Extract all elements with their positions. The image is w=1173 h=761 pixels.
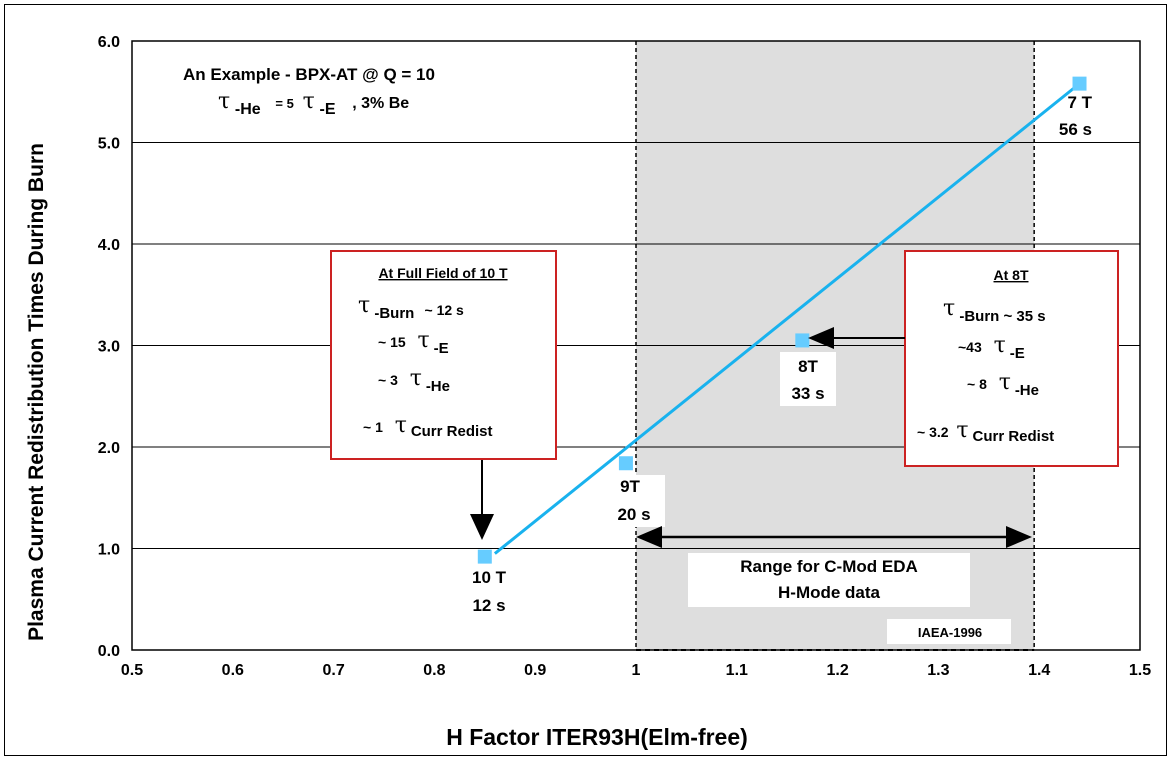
x-tick-label: 1.1 bbox=[726, 662, 748, 679]
x-tick-label: 1.4 bbox=[1028, 662, 1050, 679]
point-label-9t-time: 20 s bbox=[617, 505, 650, 524]
watermark-label: IAEA-1996 bbox=[918, 625, 982, 640]
x-tick-label: 1.2 bbox=[826, 662, 848, 679]
series-fit-line bbox=[493, 82, 1081, 555]
box-8t: At 8T τ -Burn ~ 35 s ~43 τ -E ~ 8 τ -He … bbox=[904, 250, 1119, 467]
series-markers bbox=[477, 76, 1087, 564]
box-8t-he: ~ 8 τ -He bbox=[967, 370, 1039, 399]
box-full-field-heading: At Full Field of 10 T bbox=[378, 265, 508, 281]
example-annotation: An Example - BPX-AT @ Q = 10 τ -He = 5 τ… bbox=[183, 65, 435, 118]
range-label-bg bbox=[688, 553, 970, 607]
point-label-9t-field: 9T bbox=[620, 477, 640, 496]
box-8t-burn: τ -Burn ~ 35 s bbox=[943, 296, 1046, 325]
box-8t-heading: At 8T bbox=[994, 267, 1029, 283]
watermark-bg bbox=[887, 619, 1011, 644]
box-8t-e: ~43 τ -E bbox=[958, 333, 1025, 362]
point-label-8t-time: 33 s bbox=[791, 384, 824, 403]
point-label-8t-field: 8T bbox=[798, 357, 818, 376]
range-label-line2: H-Mode data bbox=[778, 583, 881, 602]
point-label-10t: 10 T 12 s bbox=[472, 568, 507, 615]
point-label-7t-field: 7 T bbox=[1067, 93, 1092, 112]
y-tick-label: 2.0 bbox=[98, 440, 120, 457]
x-axis-title: H Factor ITER93H(Elm-free) bbox=[446, 724, 748, 750]
point-label-8t: 8T 33 s bbox=[780, 352, 836, 406]
x-tick-label: 0.7 bbox=[322, 662, 344, 679]
x-tick-label: 0.8 bbox=[423, 662, 445, 679]
y-tick-label: 6.0 bbox=[98, 34, 120, 51]
x-tick-label: 1 bbox=[632, 662, 641, 679]
x-tick-label: 1.3 bbox=[927, 662, 949, 679]
x-tick-label: 0.9 bbox=[524, 662, 546, 679]
y-tick-label: 4.0 bbox=[98, 237, 120, 254]
y-tick-labels: 0.0 1.0 2.0 3.0 4.0 5.0 6.0 bbox=[98, 34, 120, 660]
y-tick-label: 3.0 bbox=[98, 339, 120, 356]
y-tick-label: 0.0 bbox=[98, 643, 120, 660]
box-full-field: At Full Field of 10 T τ -Burn ~ 12 s ~ 1… bbox=[330, 250, 557, 460]
point-label-10t-time: 12 s bbox=[472, 596, 505, 615]
range-arrow-left-head bbox=[636, 526, 662, 548]
x-tick-label: 1.5 bbox=[1129, 662, 1151, 679]
data-point-marker bbox=[1072, 76, 1087, 91]
example-tau-line: τ -He = 5 τ -E , 3% Be bbox=[218, 89, 409, 118]
box-8t-curr: ~ 3.2 τ Curr Redist bbox=[917, 418, 1054, 445]
box-full-field-he: ~ 3 τ -He bbox=[378, 366, 450, 395]
chart-frame bbox=[4, 4, 1167, 756]
arrow-8t-head bbox=[808, 327, 834, 349]
box-full-field-burn: τ -Burn ~ 12 s bbox=[358, 293, 464, 322]
data-point-marker bbox=[795, 333, 810, 348]
range-label-line1: Range for C-Mod EDA bbox=[740, 557, 918, 576]
arrow-full-field-head bbox=[470, 514, 494, 540]
x-tick-labels: 0.5 0.6 0.7 0.8 0.9 1 1.1 1.2 1.3 1.4 1.5 bbox=[121, 662, 1151, 679]
y-tick-label: 1.0 bbox=[98, 542, 120, 559]
x-tick-label: 0.6 bbox=[222, 662, 244, 679]
point-label-7t-time: 56 s bbox=[1059, 120, 1092, 139]
point-label-9t: 9T 20 s bbox=[603, 475, 665, 527]
point-label-7t: 7 T 56 s bbox=[1059, 93, 1093, 139]
data-point-marker bbox=[618, 456, 633, 471]
y-axis-title: Plasma Current Redistribution Times Duri… bbox=[25, 143, 48, 641]
x-tick-label: 0.5 bbox=[121, 662, 143, 679]
example-title: An Example - BPX-AT @ Q = 10 bbox=[183, 65, 435, 84]
box-full-field-curr: ~ 1 τ Curr Redist bbox=[363, 413, 493, 440]
plot-area-border bbox=[131, 40, 1141, 651]
point-label-10t-field: 10 T bbox=[472, 568, 507, 587]
data-point-marker bbox=[477, 549, 492, 564]
box-full-field-e: ~ 15 τ -E bbox=[378, 328, 449, 357]
range-arrow-right-head bbox=[1006, 526, 1032, 548]
y-tick-label: 5.0 bbox=[98, 136, 120, 153]
